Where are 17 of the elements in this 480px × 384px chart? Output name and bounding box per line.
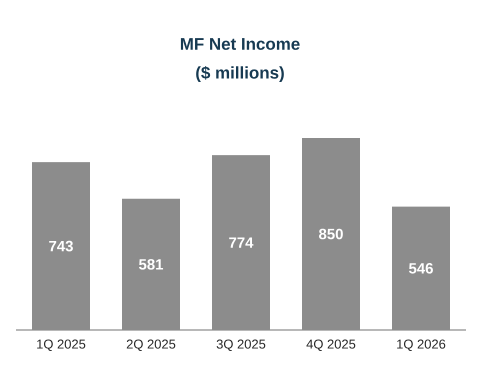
data-label: 743: [49, 240, 73, 252]
data-label: 774: [229, 237, 254, 248]
bar: [32, 162, 90, 330]
x-tick-label: 2Q 2025: [126, 340, 176, 352]
x-tick-label: 3Q 2025: [216, 340, 266, 352]
data-label: 581: [138, 259, 164, 270]
data-label: 850: [319, 228, 343, 240]
x-tick-label: 4Q 2025: [306, 340, 356, 352]
chart-title: MF Net Income: [180, 38, 300, 50]
bar: [212, 155, 270, 330]
chart-subtitle: ($ millions): [196, 66, 284, 82]
bar: [122, 198, 180, 330]
data-label: 546: [408, 263, 433, 274]
bar: [392, 206, 450, 330]
bar: [302, 138, 360, 330]
x-tick-label: 1Q 2026: [397, 340, 446, 352]
x-tick-label: 1Q 2025: [37, 340, 86, 352]
